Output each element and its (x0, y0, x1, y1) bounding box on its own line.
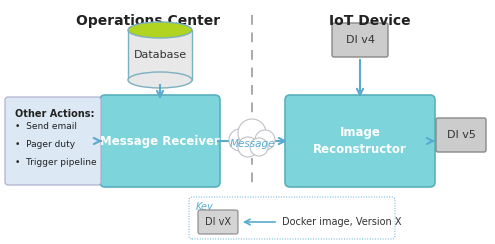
Text: Database: Database (134, 50, 187, 60)
Circle shape (238, 119, 266, 147)
Text: Other Actions:: Other Actions: (15, 109, 95, 119)
Text: •  Pager duty: • Pager duty (15, 140, 75, 149)
FancyBboxPatch shape (436, 118, 486, 152)
FancyBboxPatch shape (198, 210, 238, 234)
Bar (230, 146, 274, 158)
Text: DI v5: DI v5 (446, 130, 475, 140)
Ellipse shape (128, 72, 192, 88)
Circle shape (250, 138, 268, 156)
FancyBboxPatch shape (285, 95, 435, 187)
FancyBboxPatch shape (5, 97, 101, 185)
Text: Image
Reconstructor: Image Reconstructor (313, 126, 407, 156)
Text: Docker image, Version X: Docker image, Version X (282, 217, 401, 227)
Circle shape (255, 130, 275, 150)
Text: Message: Message (229, 139, 275, 149)
FancyBboxPatch shape (100, 95, 220, 187)
Ellipse shape (128, 22, 192, 38)
Text: •  Send email: • Send email (15, 122, 77, 131)
Text: Message Receiver: Message Receiver (100, 134, 220, 148)
Text: DI vX: DI vX (205, 217, 231, 227)
Text: Key: Key (196, 202, 214, 212)
Text: •  Trigger pipeline: • Trigger pipeline (15, 158, 97, 167)
Circle shape (229, 129, 251, 151)
FancyBboxPatch shape (332, 23, 388, 57)
Circle shape (238, 137, 258, 157)
FancyBboxPatch shape (189, 197, 395, 239)
Bar (128, 30, 192, 80)
Text: IoT Device: IoT Device (329, 14, 411, 28)
Text: DI v4: DI v4 (346, 35, 375, 45)
Text: Operations Center: Operations Center (76, 14, 220, 28)
